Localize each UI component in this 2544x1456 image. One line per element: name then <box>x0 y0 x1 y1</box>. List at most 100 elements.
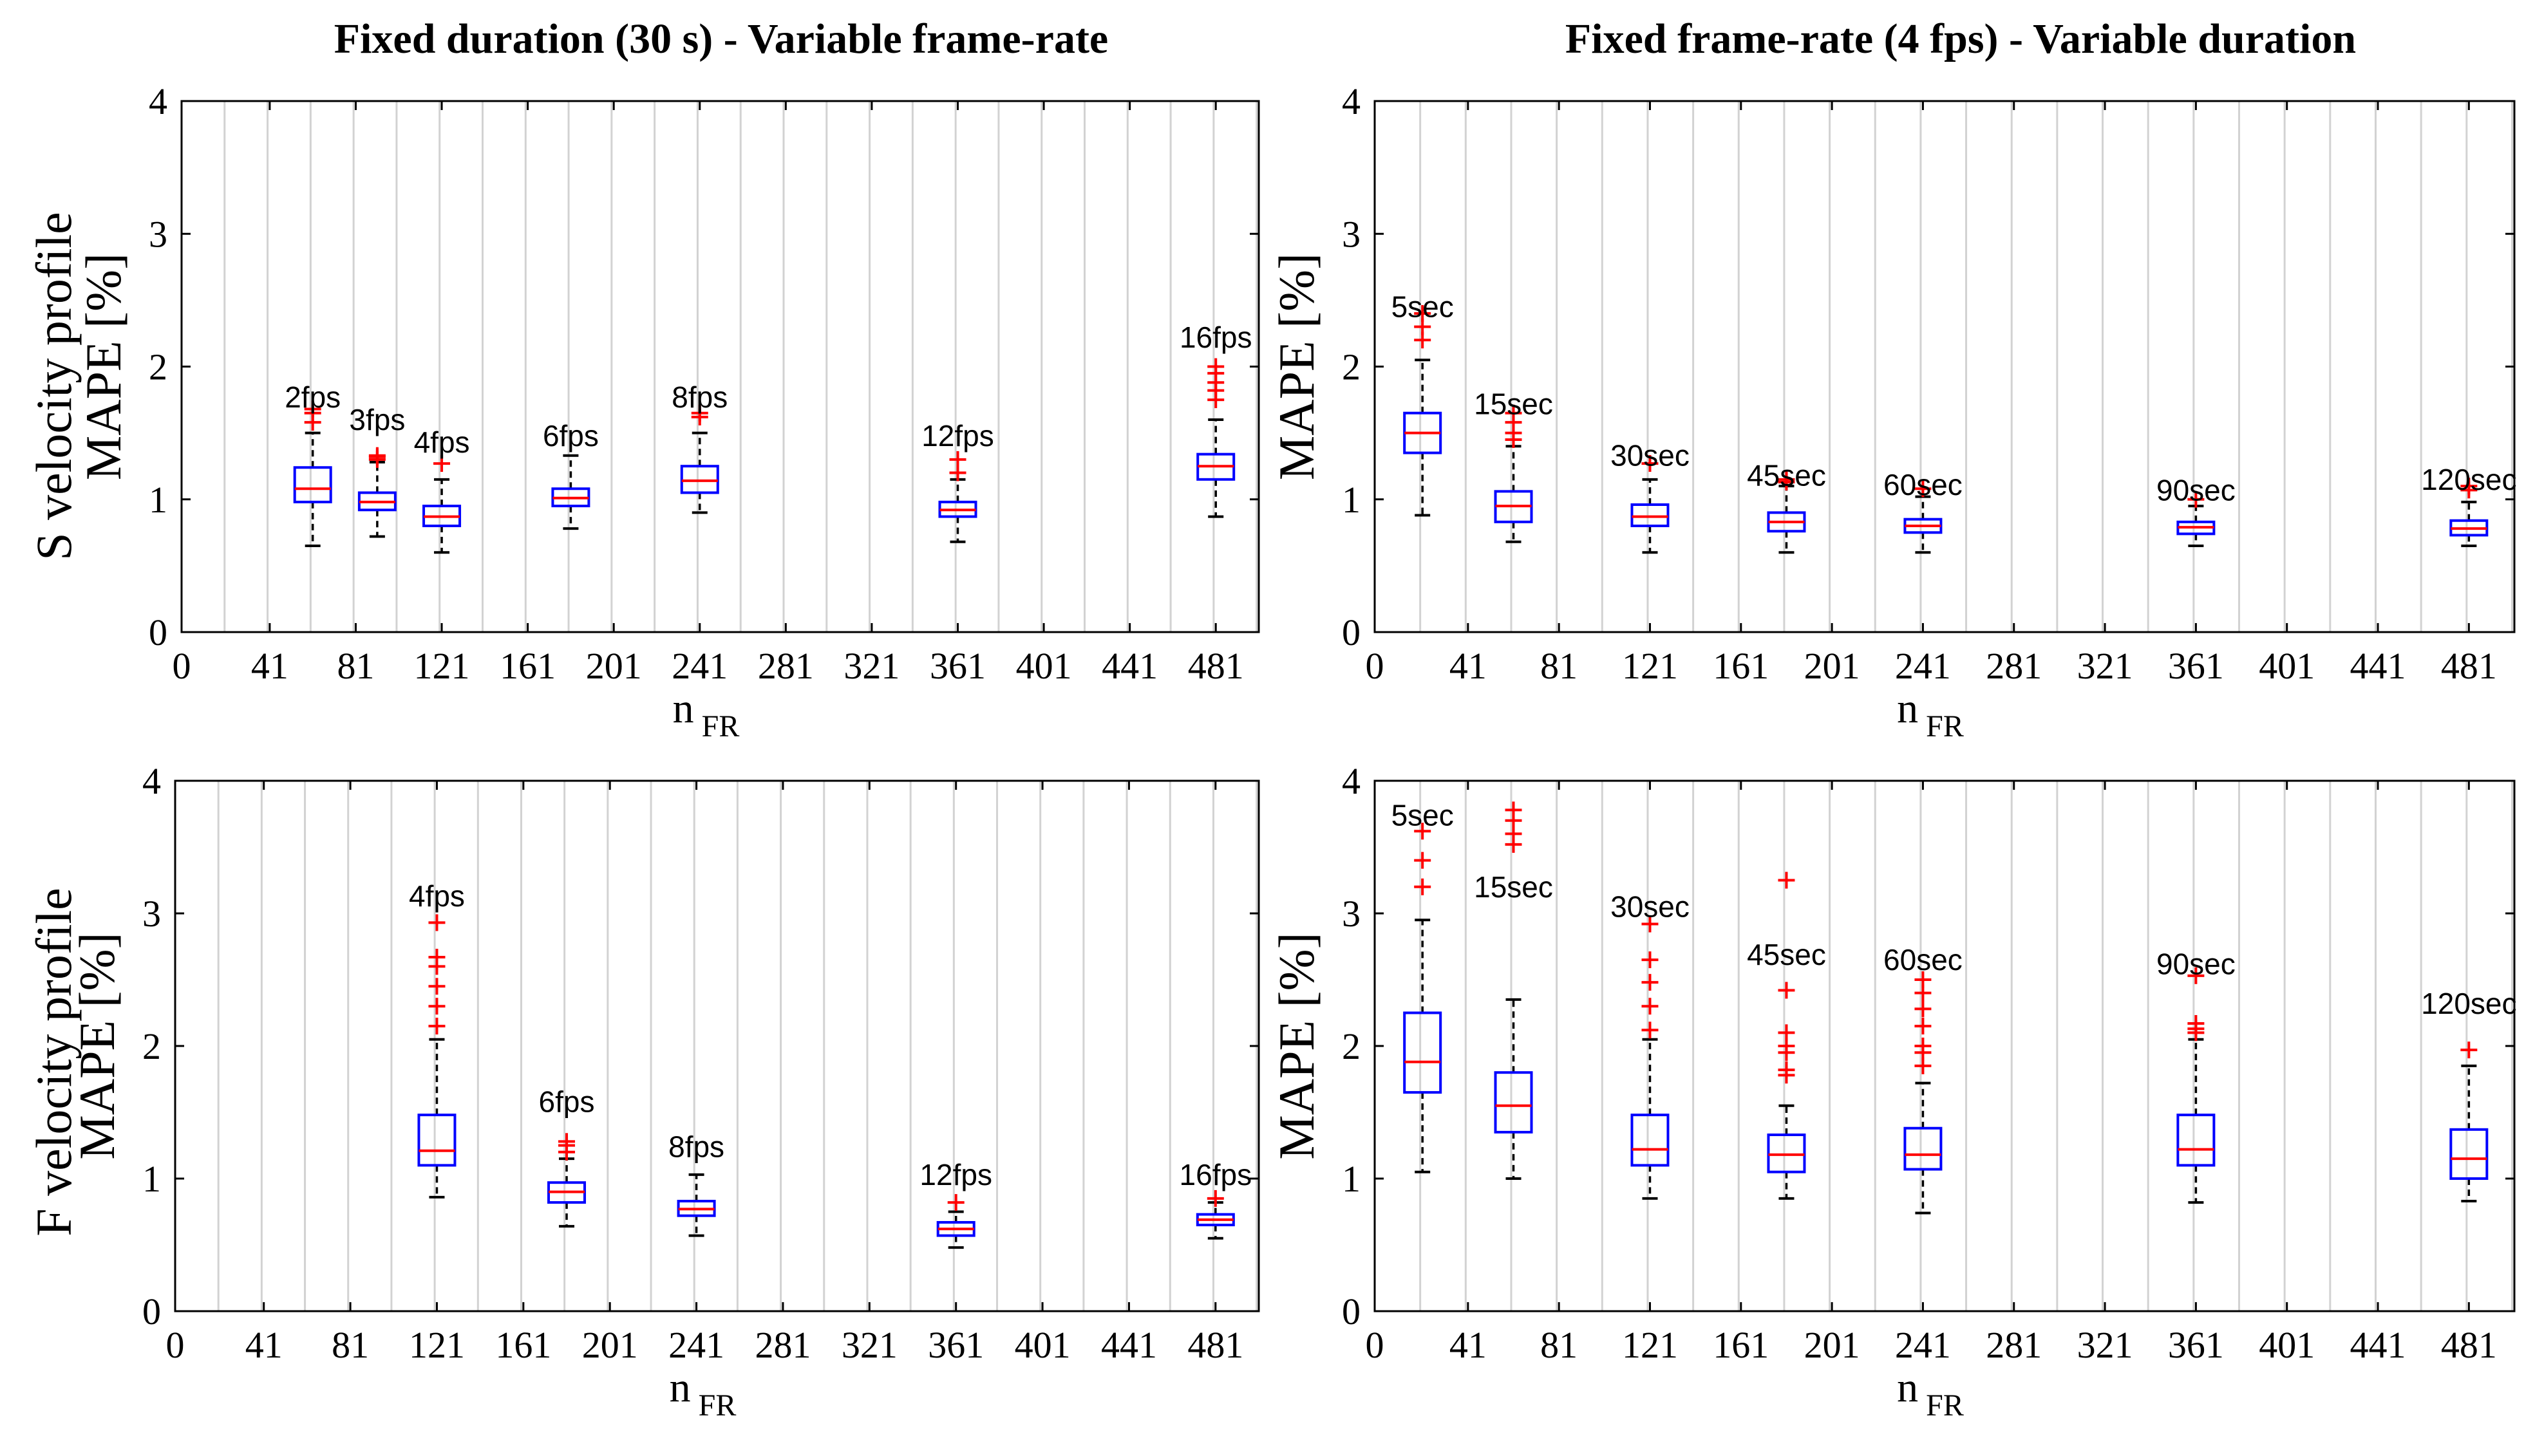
x-tick-label: 81 <box>1540 1324 1578 1366</box>
x-tick-label: 121 <box>409 1324 465 1366</box>
box-label: 12fps <box>919 1158 992 1191</box>
x-tick-label: 401 <box>2259 1324 2315 1366</box>
box-label: 120sec <box>2421 463 2516 496</box>
box-group: 16fps <box>1180 321 1252 518</box>
box-label: 16fps <box>1180 1158 1252 1191</box>
y-tick-label: 0 <box>1342 1291 1361 1332</box>
x-tick-label: 121 <box>414 645 470 687</box>
x-axis-label-sub: FR <box>694 709 740 743</box>
outlier-marker <box>1505 801 1522 819</box>
x-axis-label: n FR <box>1897 1364 1964 1423</box>
x-tick-label: 0 <box>1366 1324 1384 1366</box>
box-group: 15sec <box>1474 801 1553 1180</box>
x-tick-label: 201 <box>1804 645 1860 687</box>
box <box>417 1114 457 1167</box>
outlier-marker <box>428 914 446 931</box>
x-tick-label: 0 <box>1366 645 1384 687</box>
y-tick-label: 1 <box>142 1158 161 1200</box>
x-axis-label-main: n <box>670 1364 691 1411</box>
box-label: 30sec <box>1610 439 1690 472</box>
box-group: 16fps <box>1180 1158 1252 1240</box>
x-axis-label-sub: FR <box>691 1388 737 1423</box>
box-group: 30sec <box>1610 439 1690 554</box>
box-label: 4fps <box>409 879 465 913</box>
x-tick-label: 361 <box>928 1324 984 1366</box>
y-axis-label: MAPE [%] <box>1268 932 1324 1159</box>
panel-f-fixed-duration: 0 1 2 3 4 0 41 81 121 161 201 241 281 321 361 401 441 481… <box>69 760 1260 1423</box>
y-tick-label: 1 <box>149 479 167 521</box>
x-axis-label: n FR <box>1897 685 1964 743</box>
x-tick-label: 161 <box>495 1324 551 1366</box>
box-label: 4fps <box>414 425 470 459</box>
outlier-marker <box>1414 852 1431 869</box>
outlier-marker <box>304 400 321 418</box>
box-group: 6fps <box>539 1085 595 1228</box>
outlier-marker <box>368 447 386 464</box>
x-tick-label: 161 <box>1713 645 1769 687</box>
x-tick-label: 441 <box>2350 1324 2406 1366</box>
panel-s-fixed-framerate: 0 1 2 3 4 0 41 81 121 161 201 241 281 321 361 401 441 481… <box>1268 80 2517 743</box>
x-tick-label: 41 <box>245 1324 283 1366</box>
x-tick-label: 321 <box>842 1324 898 1366</box>
outlier-marker <box>1778 1061 1795 1079</box>
axes-frame <box>180 100 1260 633</box>
box-label: 8fps <box>668 1130 724 1164</box>
box-group: 120sec <box>2421 987 2517 1203</box>
outlier-marker <box>1414 878 1431 895</box>
outlier-marker <box>2460 1041 2478 1059</box>
x-tick-label: 481 <box>1188 645 1244 687</box>
x-tick-label: 81 <box>337 645 374 687</box>
x-tick-label: 41 <box>251 645 288 687</box>
box <box>2449 1128 2489 1181</box>
outlier-marker <box>2460 478 2478 495</box>
box-label: 90sec <box>2156 473 2236 507</box>
x-tick-label: 361 <box>930 645 986 687</box>
x-tick-label: 201 <box>1804 1324 1860 1366</box>
y-tick-label: 2 <box>1342 346 1361 388</box>
x-tick-label: 201 <box>586 645 642 687</box>
outlier-marker <box>2187 1014 2205 1032</box>
x-tick-label: 161 <box>500 645 556 687</box>
x-tick-label: 401 <box>2259 645 2315 687</box>
x-tick-label: 41 <box>1449 645 1487 687</box>
box-label: 16fps <box>1180 321 1252 354</box>
box-label: 45sec <box>1747 938 1826 971</box>
column-title-left: Fixed duration (30 s) - Variable frame-r… <box>334 15 1108 62</box>
x-tick-label: 281 <box>755 1324 811 1366</box>
box-label: 3fps <box>349 403 405 436</box>
outlier-marker <box>1641 974 1659 991</box>
box <box>680 465 719 494</box>
y-tick-label: 4 <box>1342 760 1361 802</box>
outlier-marker <box>1641 455 1659 472</box>
box <box>1630 1114 1670 1167</box>
y-tick-label: 4 <box>142 760 161 802</box>
x-axis-label-sub: FR <box>1918 1388 1964 1423</box>
y-tick-label: 0 <box>1342 611 1361 653</box>
outlier-marker <box>691 404 708 422</box>
outlier-marker <box>1414 823 1431 840</box>
box-label: 2fps <box>285 380 341 414</box>
box-group: 45sec <box>1747 459 1826 554</box>
row-label-bottom: F velocity profile <box>26 888 82 1237</box>
x-tick-label: 121 <box>1622 1324 1678 1366</box>
x-axis-label: n FR <box>673 685 740 743</box>
outlier-marker <box>1641 998 1659 1015</box>
x-tick-label: 241 <box>668 1324 724 1366</box>
axes-frame <box>1373 100 2516 633</box>
outlier-marker <box>2187 490 2205 508</box>
x-tick-label: 321 <box>843 645 900 687</box>
outlier-marker <box>428 948 446 966</box>
y-tick-label: 2 <box>149 346 167 388</box>
x-tick-label: 0 <box>166 1324 185 1366</box>
box-label: 90sec <box>2156 947 2236 980</box>
y-axis-label: MAPE [%] <box>1268 253 1324 480</box>
box-group: 15sec <box>1474 387 1553 543</box>
x-axis-label: n FR <box>670 1364 737 1423</box>
box-label: 8fps <box>672 380 728 414</box>
x-tick-label: 41 <box>1449 1324 1487 1366</box>
outlier-marker <box>1914 971 1932 988</box>
box-group: 60sec <box>1883 943 1963 1215</box>
outlier-marker <box>1778 471 1795 488</box>
box <box>293 466 332 503</box>
box-label: 6fps <box>543 419 599 453</box>
